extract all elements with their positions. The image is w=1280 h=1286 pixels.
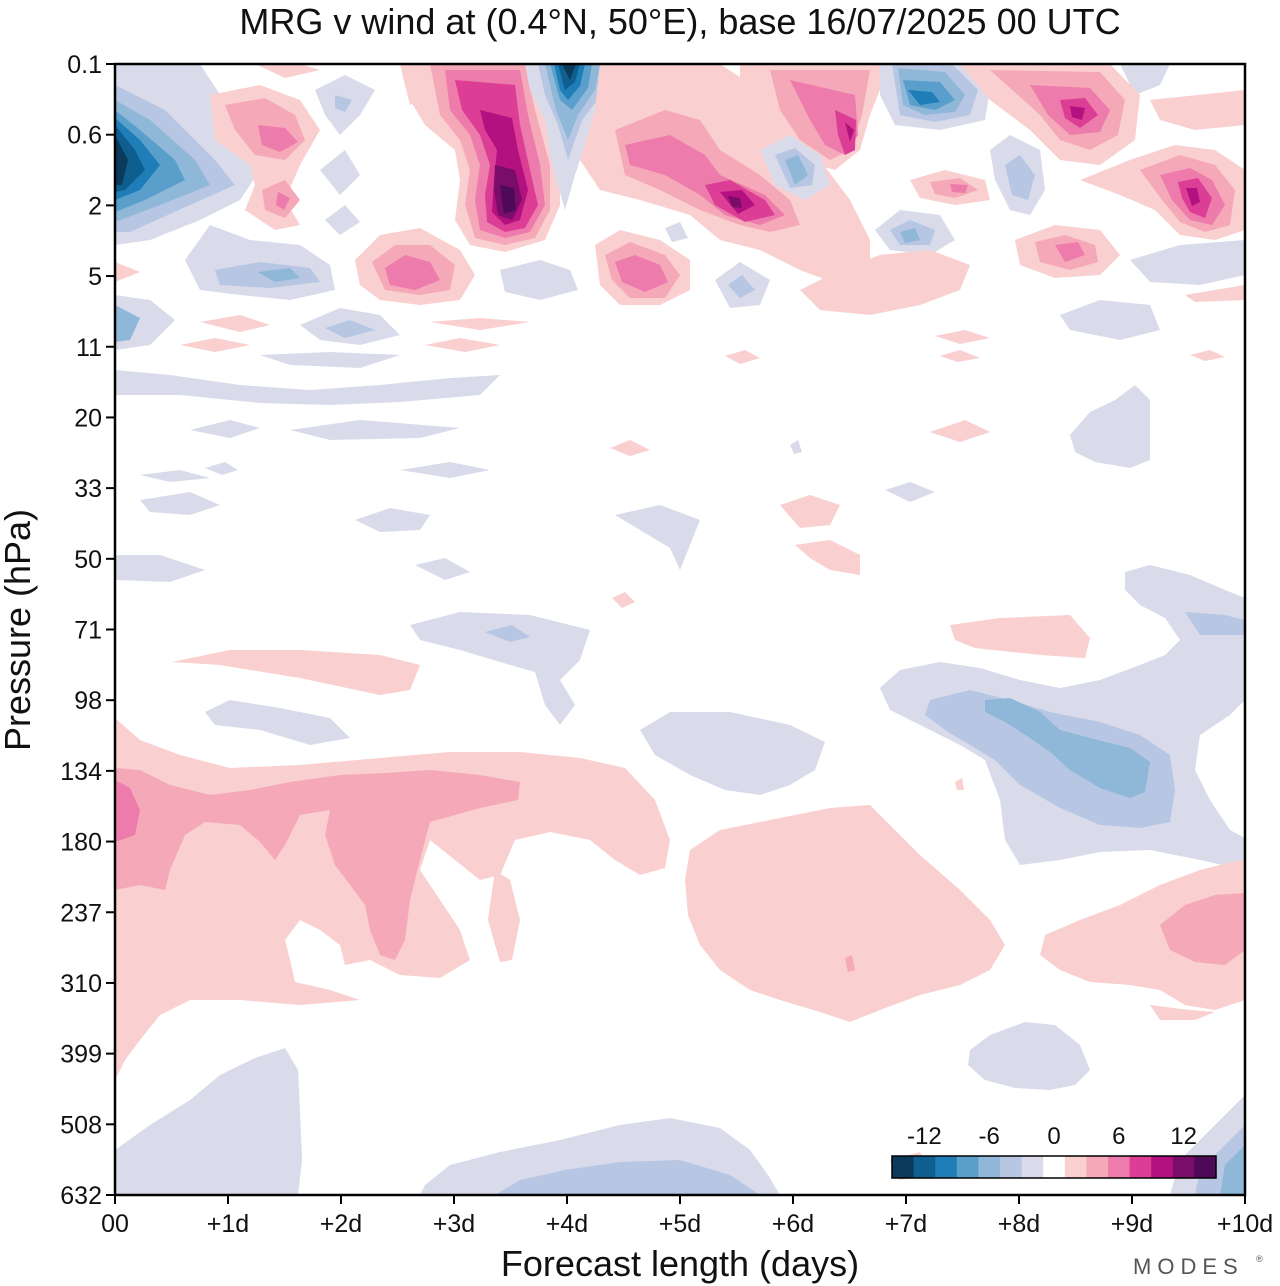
x-tick-label: +10d bbox=[1217, 1210, 1273, 1238]
colorbar-swatch bbox=[1043, 1156, 1066, 1178]
chart-title: MRG v wind at (0.4°N, 50°E), base 16/07/… bbox=[239, 1, 1120, 42]
colorbar-tick-label: -6 bbox=[979, 1123, 1000, 1150]
colorbar-tick-label: 12 bbox=[1170, 1123, 1197, 1150]
y-tick-label: 0.6 bbox=[67, 122, 102, 150]
colorbar-swatch bbox=[935, 1156, 958, 1178]
y-tick-label: 0.1 bbox=[67, 51, 102, 79]
colorbar-swatch bbox=[1086, 1156, 1109, 1178]
y-tick-label: 20 bbox=[74, 404, 102, 432]
y-tick-label: 2 bbox=[88, 192, 102, 220]
x-tick-label: 00 bbox=[101, 1210, 129, 1238]
colorbar-swatch bbox=[978, 1156, 1001, 1178]
y-tick-label: 11 bbox=[76, 334, 102, 362]
colorbar bbox=[891, 1155, 1217, 1179]
colorbar-swatch bbox=[1108, 1156, 1131, 1178]
x-tick-label: +8d bbox=[998, 1210, 1040, 1238]
colorbar-tick-label: 6 bbox=[1112, 1123, 1125, 1150]
y-tick-label: 508 bbox=[60, 1111, 102, 1139]
colorbar-labels: -12 -6 0 6 12 bbox=[907, 1123, 1197, 1150]
y-tick-label: 237 bbox=[60, 899, 102, 927]
colorbar-tick-label: 0 bbox=[1047, 1123, 1060, 1150]
x-axis: 00 +1d +2d +3d +4d +5d +6d +7d +8d +9d +10d bbox=[101, 1195, 1273, 1238]
y-tick-label: 180 bbox=[60, 829, 102, 857]
contour-layer bbox=[115, 64, 1245, 1195]
x-tick-label: +4d bbox=[546, 1210, 588, 1238]
colorbar-swatch bbox=[1129, 1156, 1152, 1178]
y-axis: 0.1 0.6 2 5 11 20 33 50 71 98 134 180 237 310 399 508 63… bbox=[60, 51, 115, 1210]
x-tick-label: +1d bbox=[207, 1210, 249, 1238]
y-tick-label: 310 bbox=[60, 970, 102, 998]
x-tick-label: +5d bbox=[659, 1210, 701, 1238]
x-tick-label: +6d bbox=[772, 1210, 814, 1238]
y-tick-label: 134 bbox=[60, 758, 102, 786]
y-tick-label: 632 bbox=[60, 1182, 102, 1210]
y-tick-label: 71 bbox=[74, 617, 102, 645]
x-tick-label: +7d bbox=[885, 1210, 927, 1238]
colorbar-swatch bbox=[913, 1156, 936, 1178]
brand-logo: MODES bbox=[1133, 1254, 1244, 1279]
y-tick-label: 5 bbox=[88, 263, 102, 291]
colorbar-frame bbox=[891, 1155, 1217, 1179]
colorbar-swatch bbox=[892, 1156, 915, 1178]
colorbar-swatch bbox=[1021, 1156, 1044, 1178]
y-tick-label: 98 bbox=[74, 687, 102, 715]
x-tick-label: +3d bbox=[433, 1210, 475, 1238]
colorbar-swatch bbox=[956, 1156, 979, 1178]
colorbar-swatch bbox=[1064, 1156, 1087, 1178]
y-tick-label: 399 bbox=[60, 1041, 102, 1069]
x-tick-label: +2d bbox=[320, 1210, 362, 1238]
colorbar-tick-label: -12 bbox=[907, 1123, 942, 1150]
colorbar-swatch bbox=[1194, 1156, 1217, 1178]
colorbar-swatch bbox=[1172, 1156, 1195, 1178]
x-tick-label: +9d bbox=[1111, 1210, 1153, 1238]
y-tick-label: 50 bbox=[74, 546, 102, 574]
brand-registered-mark: ® bbox=[1256, 1254, 1263, 1264]
x-axis-title: Forecast length (days) bbox=[501, 1243, 859, 1284]
y-axis-title: Pressure (hPa) bbox=[0, 509, 38, 751]
colorbar-swatch bbox=[1151, 1156, 1174, 1178]
y-tick-label: 33 bbox=[74, 475, 102, 503]
colorbar-swatch bbox=[1000, 1156, 1023, 1178]
